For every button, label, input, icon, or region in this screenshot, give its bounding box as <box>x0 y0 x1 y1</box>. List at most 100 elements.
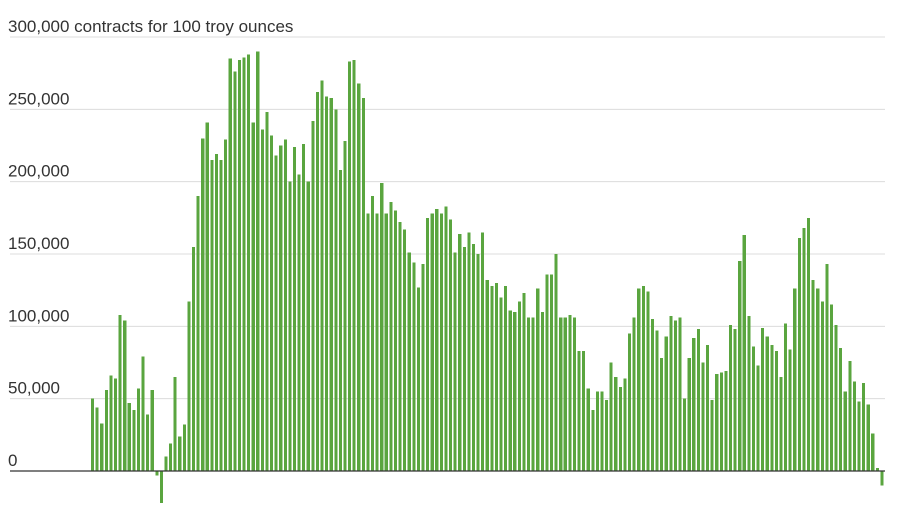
bar <box>802 227 806 471</box>
bar <box>279 145 283 471</box>
bar <box>127 403 131 471</box>
bar <box>352 60 356 472</box>
bar <box>412 262 416 471</box>
bar <box>109 375 113 471</box>
bar <box>848 361 852 471</box>
bar <box>164 456 168 471</box>
bar <box>247 54 251 472</box>
bar <box>600 391 604 471</box>
bar <box>687 358 691 471</box>
bar <box>673 320 677 471</box>
bar <box>820 301 824 471</box>
bar <box>880 471 884 486</box>
bar <box>191 246 196 471</box>
bar <box>123 320 127 471</box>
bar <box>591 410 595 471</box>
bar <box>536 288 540 471</box>
bar <box>426 217 430 471</box>
bar <box>834 324 838 471</box>
bar <box>178 436 182 471</box>
bar <box>302 144 306 472</box>
bar <box>522 293 526 471</box>
bar <box>627 333 632 471</box>
bar <box>784 323 788 471</box>
bar <box>572 317 577 471</box>
bar <box>485 280 489 471</box>
bar <box>756 365 760 471</box>
bar <box>806 217 811 471</box>
bar <box>458 233 462 471</box>
bar <box>448 219 453 471</box>
bar <box>113 378 118 471</box>
bar <box>453 252 457 471</box>
bar <box>407 252 411 471</box>
bar <box>265 112 269 471</box>
bar <box>614 376 618 471</box>
bar <box>701 362 705 471</box>
bar <box>545 274 549 471</box>
bar <box>650 319 655 471</box>
bar <box>348 61 352 472</box>
bar <box>462 246 466 471</box>
bar <box>568 314 572 471</box>
bar <box>132 410 136 471</box>
bar <box>233 71 237 471</box>
bar <box>260 129 264 471</box>
bar <box>751 346 756 471</box>
bar <box>595 391 599 471</box>
bar <box>696 329 700 471</box>
bar <box>91 398 95 471</box>
y-tick-label: 200,000 <box>8 162 69 181</box>
bar <box>770 345 774 471</box>
bar <box>765 336 769 471</box>
y-tick-label: 150,000 <box>8 234 69 253</box>
bar <box>504 285 508 471</box>
bar <box>435 209 439 471</box>
bar <box>210 159 214 471</box>
bar <box>439 213 443 472</box>
bar <box>343 141 347 471</box>
bar <box>618 387 622 471</box>
bar <box>499 297 503 471</box>
bar <box>857 401 861 471</box>
bar <box>292 146 297 471</box>
bar <box>361 97 365 471</box>
bar <box>669 316 673 471</box>
bar <box>182 424 186 471</box>
bar <box>150 389 154 471</box>
bar <box>747 316 751 471</box>
bar <box>481 232 485 471</box>
bar <box>159 471 163 503</box>
bar <box>357 83 361 471</box>
bar <box>646 291 650 471</box>
bar <box>100 423 104 471</box>
bar <box>416 287 420 471</box>
bar <box>311 120 315 471</box>
bar <box>169 443 173 471</box>
bar <box>825 264 829 471</box>
y-tick-label: 100,000 <box>8 306 69 325</box>
bar <box>398 222 402 471</box>
bar <box>738 261 742 471</box>
bar <box>623 378 627 471</box>
bar <box>224 139 228 471</box>
bar <box>366 213 370 472</box>
bar <box>710 400 714 471</box>
bar <box>779 376 783 471</box>
bar <box>494 282 498 471</box>
bar <box>315 91 320 471</box>
bar <box>104 389 108 471</box>
bar <box>719 372 723 471</box>
bar <box>692 337 696 471</box>
bar <box>761 327 765 471</box>
bar <box>563 317 567 471</box>
bar <box>141 356 145 471</box>
bar <box>389 201 393 472</box>
bar <box>637 288 641 471</box>
bar <box>577 350 581 471</box>
bar <box>380 183 384 472</box>
bar <box>875 468 879 471</box>
bar <box>531 317 535 471</box>
